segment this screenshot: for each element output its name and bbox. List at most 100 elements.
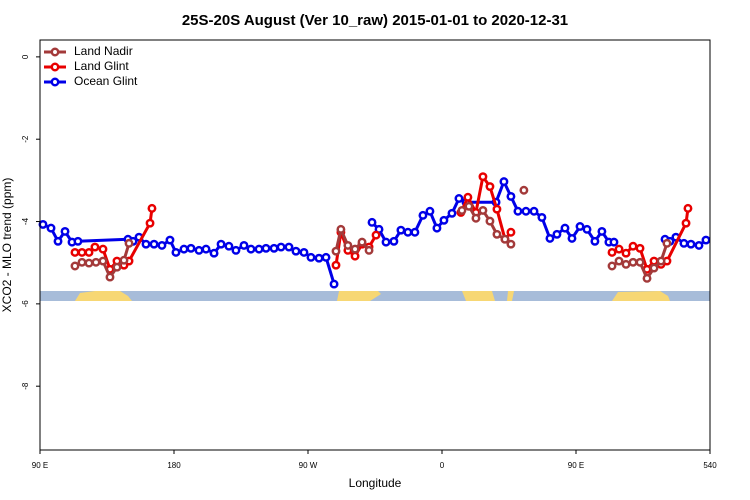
data-point [284, 242, 294, 252]
legend-marker [50, 77, 60, 87]
y-tick-label: -4 [21, 217, 30, 225]
data-point [642, 273, 652, 283]
plot-frame [39, 39, 711, 451]
y-tick-label: 0 [21, 54, 30, 59]
data-point [90, 242, 100, 252]
data-point [621, 248, 631, 258]
y-axis-label: XCO2 - MLO trend (ppm) [0, 178, 14, 313]
data-point [299, 247, 309, 257]
data-point [410, 227, 420, 237]
data-point [485, 182, 495, 191]
data-point [145, 218, 155, 228]
plot-area [38, 172, 711, 289]
data-point [418, 210, 428, 220]
data-point [70, 247, 80, 257]
data-point [179, 244, 189, 254]
data-point [590, 236, 600, 246]
data-point [216, 239, 226, 249]
data-point [471, 213, 481, 223]
data-point [662, 238, 672, 248]
data-point [246, 244, 256, 254]
land-patch [462, 291, 495, 301]
data-point [432, 223, 442, 233]
legend-label: Ocean Glint [74, 74, 138, 88]
data-point [60, 226, 70, 236]
data-point [364, 245, 374, 255]
data-point [77, 257, 87, 267]
data-point [343, 240, 353, 250]
data-point [686, 239, 696, 249]
data-point [70, 261, 80, 271]
data-point [276, 242, 286, 252]
data-point [635, 257, 645, 267]
data-point [396, 225, 406, 235]
land-patch [507, 291, 514, 301]
data-point [269, 243, 279, 253]
data-point [124, 238, 134, 248]
data-point [105, 272, 115, 282]
land-patch [612, 291, 670, 301]
data-point [147, 203, 157, 213]
data-point [38, 219, 48, 229]
data-point [457, 205, 467, 215]
legend-marker [50, 62, 60, 72]
data-point [537, 212, 547, 222]
land-patch [337, 291, 381, 301]
data-point [231, 245, 241, 255]
data-point [506, 239, 516, 249]
data-point [635, 243, 645, 253]
data-point [321, 252, 331, 262]
legend-label: Land Nadir [74, 44, 133, 58]
data-point [336, 224, 346, 234]
data-point [331, 260, 341, 270]
data-point [254, 244, 264, 254]
data-point [186, 243, 196, 253]
data-point [84, 258, 94, 268]
y-tick-label: -6 [21, 300, 30, 308]
data-point [552, 229, 562, 239]
data-point [621, 259, 631, 269]
data-point [201, 244, 211, 254]
data-point [519, 185, 529, 195]
data-point [331, 246, 341, 256]
data-point [403, 227, 413, 237]
data-point [492, 204, 502, 214]
data-point [628, 241, 638, 251]
legend-marker [50, 47, 60, 57]
data-point [149, 239, 159, 249]
data-point [607, 261, 617, 271]
data-point [84, 247, 94, 257]
y-tick-label: -8 [21, 382, 30, 390]
data-point [119, 255, 129, 265]
data-point [656, 256, 666, 266]
data-point [209, 248, 219, 258]
data-point [53, 236, 63, 246]
data-point [141, 239, 151, 249]
data-point [464, 201, 474, 211]
data-point [500, 234, 510, 244]
data-point [492, 229, 502, 239]
data-point [506, 227, 516, 237]
data-point [478, 172, 488, 182]
data-point [439, 215, 449, 225]
series-line [75, 172, 690, 273]
data-point [485, 216, 495, 226]
y-tick-label: -2 [21, 135, 30, 143]
data-point [239, 240, 249, 250]
data-point [314, 253, 324, 263]
data-point [381, 237, 391, 247]
data-point [77, 247, 87, 257]
data-point [614, 256, 624, 266]
x-tick-label: 180 [167, 461, 181, 470]
land-patch [75, 291, 132, 301]
data-point [171, 247, 181, 257]
data-point [261, 243, 271, 253]
x-tick-label: 90 W [299, 461, 318, 470]
data-point [98, 256, 108, 266]
data-point [73, 236, 83, 246]
data-point [701, 235, 711, 245]
data-point [628, 257, 638, 267]
data-point [165, 235, 175, 245]
data-point [425, 206, 435, 216]
